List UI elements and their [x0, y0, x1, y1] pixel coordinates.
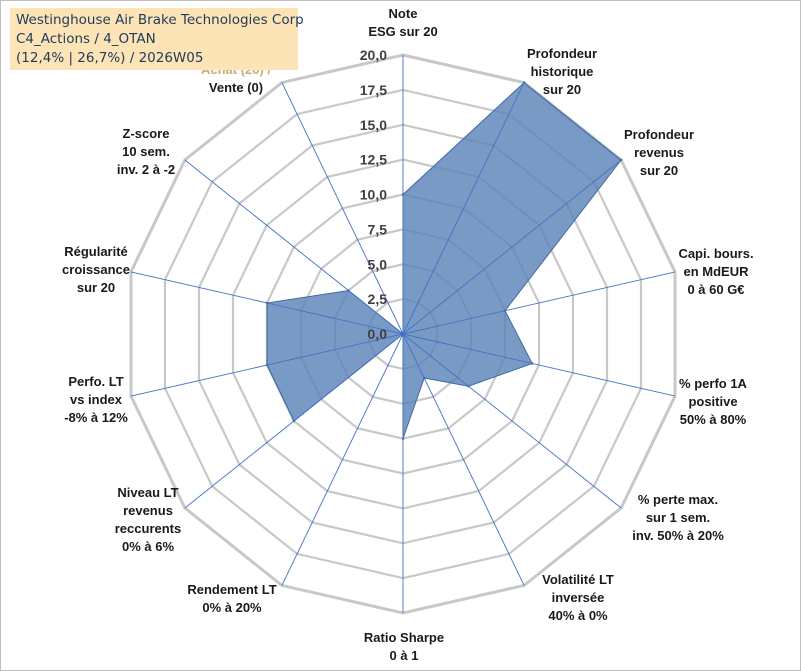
axis-label: -8% à 12%: [64, 410, 128, 425]
title-period: (12,4% | 26,7%) / 2026W05: [16, 50, 204, 66]
tick-label: 15,0: [360, 117, 387, 133]
axis-label: positive: [688, 394, 737, 409]
title-category: C4_Actions / 4_OTAN: [16, 31, 156, 47]
axis-label: ESG sur 20: [368, 24, 437, 39]
axis-label: Vente (0): [209, 80, 263, 95]
axis-label: sur 1 sem.: [646, 510, 710, 525]
axis-label: Capi. bours.: [678, 246, 753, 261]
chart-title-box: Westinghouse Air Brake Technologies Corp…: [10, 8, 304, 70]
title-company: Westinghouse Air Brake Technologies Corp: [16, 12, 304, 28]
axis-label: Rendement LT: [187, 582, 276, 597]
axis-label: 0% à 20%: [202, 600, 262, 615]
axis-label: Volatilité LT: [542, 572, 614, 587]
axis-label: reccurents: [115, 521, 181, 536]
axis-label: historique: [531, 64, 594, 79]
spoke-line: [184, 333, 404, 509]
tick-label: 20,0: [360, 47, 387, 63]
axis-label: vs index: [70, 392, 123, 407]
radar-axis-labels: Note ESG sur 20 Profondeur historique sur 20…: [62, 6, 754, 663]
spoke-line: [402, 333, 676, 397]
axis-label: Note: [389, 6, 418, 21]
axis-label: revenus: [634, 145, 684, 160]
axis-label: en MdEUR: [684, 264, 750, 279]
axis-label: Profondeur: [624, 127, 694, 142]
spoke-line: [402, 159, 622, 335]
axis-label: croissance: [62, 262, 130, 277]
radar-tick-labels: 0,0 2,5 5,0 7,5 10,0 12,5 15,0 17,5 20,0: [360, 47, 387, 342]
axis-label: Régularité: [64, 244, 128, 259]
spoke-line: [184, 159, 404, 335]
axis-label: revenus: [123, 503, 173, 518]
tick-label: 17,5: [360, 82, 387, 98]
axis-label: Ratio Sharpe: [364, 630, 444, 645]
tick-label: 12,5: [360, 152, 387, 168]
axis-label: Perfo. LT: [68, 374, 123, 389]
spoke-line: [402, 333, 622, 509]
axis-label: Profondeur: [527, 46, 597, 61]
axis-label: 0% à 6%: [122, 539, 174, 554]
tick-label: 10,0: [360, 187, 387, 203]
spoke-line: [402, 271, 676, 335]
axis-label: % perte max.: [638, 492, 718, 507]
axis-label: sur 20: [543, 82, 581, 97]
axis-label: % perfo 1A: [679, 376, 748, 391]
axis-label: Niveau LT: [117, 485, 178, 500]
axis-label: sur 20: [640, 163, 678, 178]
spoke-line: [402, 82, 525, 335]
tick-label: 0,0: [368, 326, 388, 342]
tick-label: 5,0: [368, 256, 388, 272]
axis-label: 50% à 80%: [680, 412, 747, 427]
tick-label: 2,5: [368, 291, 388, 307]
axis-label: Z-score: [123, 126, 170, 141]
axis-label: 0 à 1: [390, 648, 419, 663]
spoke-line: [281, 333, 404, 586]
spoke-line: [130, 271, 404, 335]
axis-label: 10 sem.: [122, 144, 170, 159]
axis-label: inv. 50% à 20%: [632, 528, 724, 543]
spoke-line: [281, 82, 404, 335]
axis-label: inv. 2 à -2: [117, 162, 175, 177]
axis-label: sur 20: [77, 280, 115, 295]
spoke-line: [402, 333, 525, 586]
axis-label: 40% à 0%: [548, 608, 608, 623]
axis-label: inversée: [552, 590, 605, 605]
tick-label: 7,5: [368, 221, 388, 237]
axis-label: 0 à 60 G€: [687, 282, 744, 297]
radar-spokes: [130, 55, 676, 613]
spoke-line: [130, 333, 404, 397]
